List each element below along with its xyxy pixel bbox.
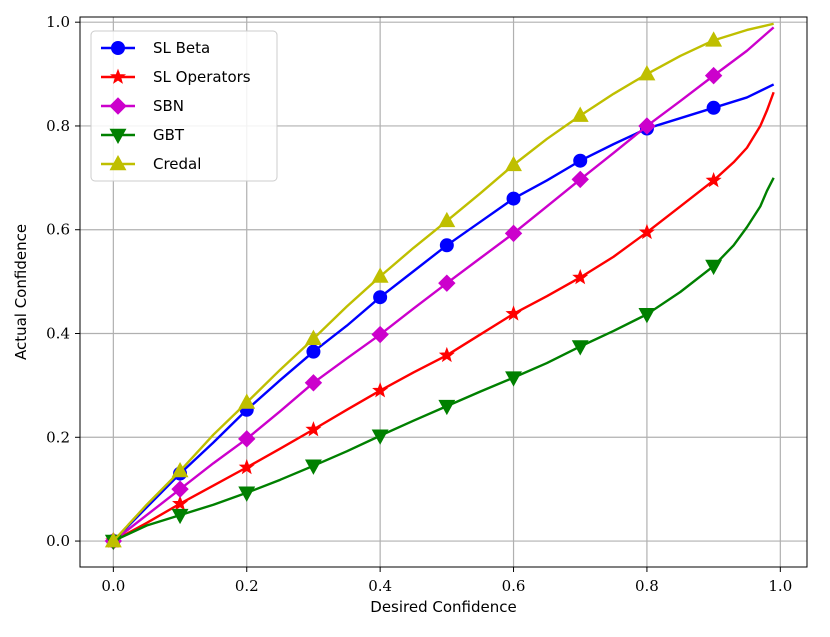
data-point [171, 480, 189, 498]
legend-item: GBT [101, 126, 185, 145]
data-point [371, 267, 389, 283]
data-point [304, 459, 322, 475]
data-point [638, 223, 655, 240]
data-point [304, 329, 322, 345]
y-axis-label: Actual Confidence [12, 224, 30, 360]
legend-marker [111, 41, 125, 55]
data-point [104, 532, 122, 548]
x-tick-label: 1.0 [768, 577, 792, 595]
data-point [638, 65, 656, 81]
series-line [112, 91, 775, 543]
y-tick-label: 0.0 [46, 532, 70, 550]
legend-marker [109, 68, 127, 84]
legend-marker [109, 128, 127, 145]
plot-frame [79, 16, 808, 568]
data-point [238, 430, 256, 448]
data-point [505, 371, 522, 387]
data-point [238, 393, 256, 409]
data-point [304, 374, 323, 392]
data-point [705, 31, 723, 47]
data-point [438, 211, 456, 228]
data-point [571, 340, 589, 356]
data-point [638, 117, 656, 135]
data-point [373, 290, 388, 305]
data-point [705, 259, 723, 276]
legend-item: SBN [101, 97, 184, 115]
legend-label: SL Operators [153, 68, 251, 86]
legend-item: SL Operators [101, 68, 251, 86]
data-point [438, 399, 456, 416]
data-point [371, 429, 389, 445]
x-tick-label: 0.4 [368, 577, 392, 595]
data-point [571, 106, 589, 122]
legend: SL Beta SL Operators SBN GBT Credal [90, 30, 278, 182]
legend-item: SL Beta [101, 39, 210, 57]
legend-label: GBT [153, 126, 185, 144]
data-point [238, 458, 255, 475]
x-tick-label: 0.0 [101, 577, 125, 595]
x-tick-label: 0.2 [235, 577, 259, 595]
data-point [438, 346, 455, 363]
legend-label: SBN [153, 97, 184, 115]
y-tick-label: 0.6 [46, 221, 70, 239]
series-credal [104, 22, 774, 548]
legend-box [90, 30, 278, 182]
x-tick-label: 0.8 [635, 577, 659, 595]
y-tick-label: 0.2 [46, 428, 70, 446]
data-point [505, 305, 522, 321]
y-tick-label: 0.4 [46, 325, 70, 343]
series-line [112, 177, 775, 543]
data-point [505, 155, 522, 172]
axis-ticks: 0.0 0.2 0.4 0.6 0.8 1.0 0.0 0.2 0.4 0.6 0.8 1.0 [46, 13, 792, 595]
data-point [573, 153, 588, 168]
legend-marker [109, 97, 127, 115]
x-axis-label: Desired Confidence [370, 598, 516, 616]
data-point [504, 224, 523, 243]
data-point [638, 308, 656, 324]
data-point [171, 508, 189, 525]
data-point [305, 421, 322, 437]
data-point [371, 325, 389, 344]
data-point [238, 486, 256, 502]
data-point [706, 100, 721, 115]
data-point [571, 170, 589, 189]
data-point [306, 344, 321, 359]
data-point [171, 461, 189, 478]
data-point [704, 66, 723, 85]
data-point [506, 191, 521, 206]
legend-label: Credal [153, 155, 201, 173]
data-point [439, 238, 454, 253]
legend-marker [109, 154, 127, 171]
data-point [572, 269, 589, 285]
data-point [705, 172, 722, 188]
legend-item: Credal [101, 154, 201, 173]
data-point [172, 495, 189, 511]
series-gbt [104, 177, 775, 551]
legend-label: SL Beta [153, 39, 210, 57]
x-tick-label: 0.6 [502, 577, 526, 595]
series-group [104, 22, 775, 551]
data-point [438, 274, 456, 292]
y-tick-label: 0.8 [46, 117, 70, 135]
data-point [372, 382, 389, 398]
y-tick-label: 1.0 [46, 13, 70, 31]
